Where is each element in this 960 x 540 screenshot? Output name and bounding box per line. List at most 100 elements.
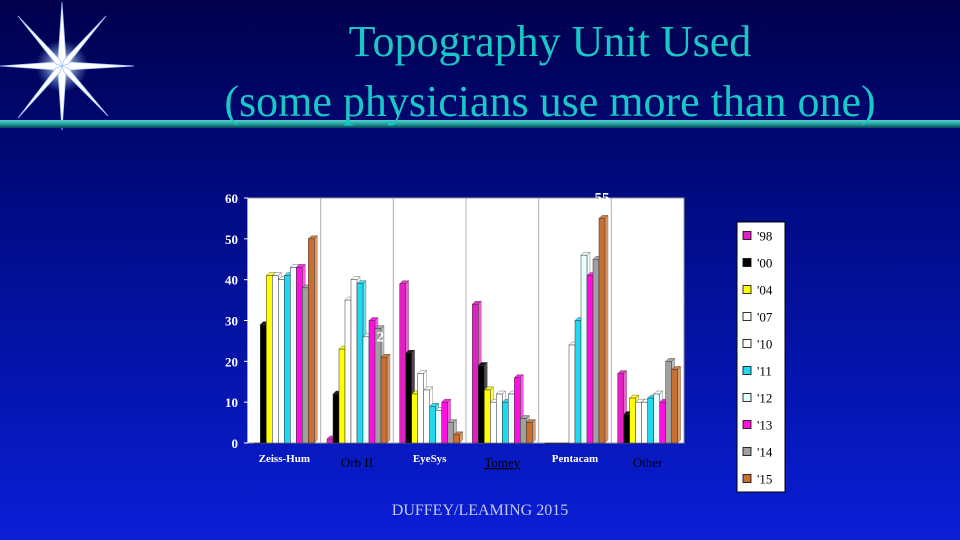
legend-swatch — [742, 474, 752, 483]
data-label: 55 — [595, 190, 610, 206]
legend-swatch — [742, 393, 752, 402]
bar-eyesys-12 — [435, 410, 442, 444]
bar-side — [532, 419, 536, 444]
legend-entry: '07 — [757, 310, 773, 325]
bar-eyesys-07 — [417, 373, 424, 444]
legend-entry: '13 — [757, 418, 772, 433]
legend-swatch — [742, 258, 752, 267]
category-label: Tomey — [484, 455, 520, 470]
bar-pentacam-14 — [592, 259, 600, 444]
bar-side — [386, 353, 391, 444]
slide-title-line1: Topography Unit Used — [348, 17, 752, 66]
bar-pentacam-98 — [544, 442, 552, 444]
legend-swatch — [742, 420, 752, 429]
bar-eyesys-13 — [441, 401, 448, 444]
bar-eyesys-00 — [405, 352, 412, 444]
bar-tomey-15 — [526, 422, 533, 444]
bar-tomey-00 — [478, 365, 485, 444]
bar-pentacam-15 — [598, 218, 606, 444]
data-label: 5 — [526, 395, 534, 411]
bar-other-15 — [671, 369, 678, 444]
bar-eyesys-11 — [429, 406, 436, 444]
bar-eyesys-10 — [423, 389, 430, 444]
bar-tomey-04 — [484, 389, 491, 444]
y-tick-label: 10 — [225, 395, 238, 410]
legend-entry: '11 — [757, 364, 772, 379]
legend-entry: '00 — [757, 256, 772, 271]
bar-zeiss-hum-07 — [272, 275, 279, 444]
bar-tomey-10 — [496, 393, 503, 444]
bar-pentacam-04 — [556, 442, 564, 444]
bar-pentacam-13 — [586, 275, 594, 444]
bar-orb-ii-10 — [350, 279, 358, 444]
bar-tomey-11 — [502, 401, 509, 444]
starburst-decoration — [0, 1, 135, 131]
category-label: EyeSys — [413, 453, 447, 465]
bar-orb-ii-11 — [356, 283, 364, 444]
category-label: Pentacam — [552, 453, 598, 465]
bar-zeiss-hum-12 — [290, 267, 297, 444]
bar-pentacam-07 — [562, 442, 570, 444]
legend-swatch — [742, 447, 752, 456]
bar-orb-ii-07 — [344, 299, 352, 444]
bar-orb-ii-13 — [368, 320, 376, 444]
bar-eyesys-14 — [447, 422, 454, 444]
bar-zeiss-hum-14 — [302, 287, 309, 444]
legend-entry: '15 — [757, 472, 772, 487]
bar-zeiss-hum-00 — [260, 324, 267, 444]
bar-zeiss-hum-10 — [278, 279, 285, 444]
bar-tomey-13 — [514, 377, 521, 444]
bar-other-12 — [653, 393, 660, 444]
legend-swatch — [742, 285, 752, 294]
bar-zeiss-hum-04 — [266, 275, 273, 444]
bar-zeiss-hum-98 — [254, 442, 261, 444]
legend-swatch — [742, 312, 752, 321]
bar-side — [677, 366, 681, 444]
legend-entry: '12 — [757, 391, 772, 406]
bar-other-04 — [629, 397, 636, 444]
bar-orb-ii-14 — [374, 328, 382, 444]
bar-orb-ii-15 — [380, 357, 388, 444]
category-label: Orb II — [341, 455, 373, 470]
legend-entry: '10 — [757, 337, 772, 352]
bar-other-00 — [623, 414, 630, 444]
y-tick-label: 50 — [225, 232, 238, 247]
y-tick-label: 40 — [225, 273, 238, 288]
legend-swatch — [742, 366, 752, 375]
legend-swatch — [742, 339, 752, 348]
bar-pentacam-10 — [568, 344, 576, 444]
bar-orb-ii-98 — [326, 438, 334, 444]
bar-tomey-14 — [520, 418, 527, 444]
data-label: 50 — [304, 211, 319, 227]
bar-tomey-12 — [508, 393, 515, 444]
bar-zeiss-hum-11 — [284, 275, 291, 444]
category-label: Zeiss-Hum — [259, 453, 310, 465]
legend-swatch — [742, 231, 752, 240]
category-label: Other — [633, 455, 663, 470]
bar-other-13 — [659, 401, 666, 444]
y-tick-label: 0 — [232, 436, 239, 451]
bar-other-10 — [641, 401, 648, 444]
bar-orb-ii-04 — [338, 348, 346, 444]
bar-other-11 — [647, 397, 654, 444]
data-label: 2 — [453, 407, 461, 423]
footer-credit: DUFFEY/LEAMING 2015 — [391, 502, 569, 519]
title-divider-rule — [0, 120, 960, 128]
y-tick-label: 30 — [225, 314, 238, 329]
bar-eyesys-04 — [411, 393, 418, 444]
legend-entry: '04 — [757, 283, 773, 298]
bar-zeiss-hum-13 — [296, 267, 303, 444]
y-tick-label: 20 — [225, 354, 238, 369]
bar-eyesys-15 — [453, 434, 460, 444]
bar-tomey-07 — [490, 401, 497, 444]
bar-other-98 — [617, 373, 624, 444]
bar-pentacam-12 — [580, 254, 588, 444]
bar-pentacam-11 — [574, 320, 582, 444]
legend-entry: '14 — [757, 445, 773, 460]
bar-side — [604, 214, 609, 444]
bar-pentacam-00 — [550, 442, 558, 444]
slide-title-line2: (some physicians use more than one) — [224, 77, 876, 126]
legend-entry: '98 — [757, 229, 772, 244]
bar-orb-ii-00 — [332, 393, 340, 444]
